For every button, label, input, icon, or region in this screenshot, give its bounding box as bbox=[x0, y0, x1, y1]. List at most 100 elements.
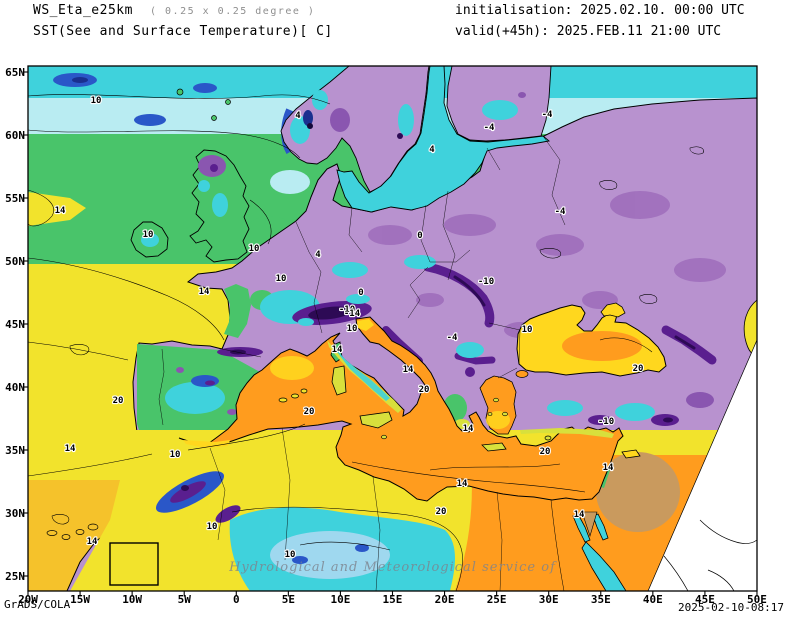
lon-label: 30E bbox=[539, 593, 559, 606]
contour-label: 14 bbox=[603, 463, 614, 473]
contour-label: 10 bbox=[170, 450, 181, 460]
british-isles bbox=[130, 88, 250, 263]
red-sea-region bbox=[550, 499, 627, 591]
contour-label: 10 bbox=[347, 324, 358, 334]
lat-label: 25N bbox=[5, 570, 25, 583]
contour-label: 14 bbox=[65, 444, 76, 454]
lat-label: 60N bbox=[5, 129, 25, 142]
valid-time: valid(+45h): 2025.FEB.11 21:00 UTC bbox=[455, 24, 722, 39]
lon-label: 0 bbox=[233, 593, 240, 606]
lon-label: 20W bbox=[18, 593, 38, 606]
lon-label: 35E bbox=[591, 593, 611, 606]
watermark: Hydrological and Meteorological service … bbox=[229, 560, 556, 575]
cyprus bbox=[621, 449, 641, 459]
lon-label: 5W bbox=[178, 593, 192, 606]
contour-label: 10 bbox=[276, 274, 287, 284]
lon-label: 15E bbox=[383, 593, 403, 606]
lat-label: 45N bbox=[5, 318, 25, 331]
malta bbox=[381, 434, 387, 440]
contour-label: 0 bbox=[417, 231, 422, 241]
sinai bbox=[581, 511, 598, 538]
rhodes bbox=[544, 435, 552, 441]
sardinia bbox=[331, 365, 347, 396]
baltic-sea bbox=[336, 66, 551, 213]
lon-label: 50E bbox=[747, 593, 767, 606]
contour-label: 10 bbox=[249, 244, 260, 254]
contour-label: 4 bbox=[315, 250, 321, 260]
sicily bbox=[359, 411, 393, 429]
contour-label: 20 bbox=[540, 447, 551, 457]
axis-and-contour-labels: 65N 60N 55N 50N 45N 40N 35N 30N 25N 20W 15W 10W 5W 0 5… bbox=[5, 66, 767, 606]
lon-label: 40E bbox=[643, 593, 663, 606]
contour-label: 20 bbox=[436, 507, 447, 517]
lon-label: 15W bbox=[70, 593, 90, 606]
lat-label: 65N bbox=[5, 66, 25, 79]
lat-label: 50N bbox=[5, 255, 25, 268]
grid-resolution: ( 0.25 x 0.25 degree ) bbox=[150, 6, 316, 17]
field-title: SST(See and Surface Temperature)[ C] bbox=[33, 24, 333, 39]
contour-label: 20 bbox=[633, 364, 644, 374]
contour-label: -4 bbox=[555, 207, 566, 217]
contour-label: -14 bbox=[344, 309, 361, 319]
isotherm-contours bbox=[28, 94, 704, 591]
contour-label: -4 bbox=[447, 333, 458, 343]
contour-label: 14 bbox=[87, 537, 98, 547]
contour-label: -10 bbox=[598, 417, 614, 427]
lon-label: 5E bbox=[282, 593, 295, 606]
alps bbox=[292, 294, 372, 326]
caucasus bbox=[661, 325, 717, 365]
contour-label: 4 bbox=[295, 111, 301, 121]
scandinavia bbox=[280, 66, 552, 193]
contour-label: 10 bbox=[522, 325, 533, 335]
contour-label: 20 bbox=[419, 385, 430, 395]
black-sea bbox=[516, 302, 667, 377]
contour-label: 4 bbox=[429, 145, 435, 155]
contour-label: 14 bbox=[463, 424, 474, 434]
inset-rectangle bbox=[109, 542, 159, 586]
contour-label: 14 bbox=[199, 287, 210, 297]
lon-label: 25E bbox=[487, 593, 507, 606]
contour-label: 14 bbox=[55, 206, 66, 216]
contour-label: 10 bbox=[143, 230, 154, 240]
contour-label: 14 bbox=[403, 365, 414, 375]
contour-label: 20 bbox=[304, 407, 315, 417]
contour-label: 14 bbox=[457, 479, 468, 489]
red-sea bbox=[581, 541, 627, 591]
sea-of-azov bbox=[600, 302, 626, 318]
lon-label: 20E bbox=[435, 593, 455, 606]
out-of-domain-mask bbox=[647, 339, 757, 591]
contour-label: 14 bbox=[574, 510, 585, 520]
contour-label: -10 bbox=[339, 305, 355, 315]
lat-label: 40N bbox=[5, 381, 25, 394]
model-title: WS_Eta_e25km bbox=[33, 3, 133, 18]
lon-label: 10E bbox=[330, 593, 350, 606]
italy-peninsula bbox=[327, 340, 614, 438]
country-borders bbox=[158, 135, 566, 591]
balearics bbox=[278, 397, 288, 403]
lon-label: 10W bbox=[122, 593, 142, 606]
anatolia bbox=[547, 392, 714, 426]
initialisation-time: initialisation: 2025.02.10. 00:00 UTC bbox=[455, 3, 745, 18]
lon-label: 45E bbox=[695, 593, 715, 606]
contour-label: 14 bbox=[332, 345, 343, 355]
lat-label: 55N bbox=[5, 192, 25, 205]
lat-label: 35N bbox=[5, 444, 25, 457]
contour-label: -4 bbox=[484, 123, 495, 133]
aegean-sea bbox=[479, 370, 529, 435]
contour-label: 20 bbox=[113, 396, 124, 406]
canary-islands bbox=[46, 523, 99, 540]
render-timestamp: 2025-02-10-08:17 bbox=[678, 601, 784, 614]
grads-credit: GrADS/COLA bbox=[4, 598, 71, 611]
contour-label: 10 bbox=[207, 522, 218, 532]
gulf-of-suez bbox=[572, 513, 591, 543]
contour-label: 0 bbox=[358, 288, 363, 298]
nile-river bbox=[550, 499, 565, 591]
lat-label: 30N bbox=[5, 507, 25, 520]
contour-label: 10 bbox=[91, 96, 102, 106]
contour-label: -4 bbox=[542, 110, 553, 120]
carpathians bbox=[423, 262, 495, 328]
crete bbox=[481, 442, 507, 452]
contour-label: 10 bbox=[285, 550, 296, 560]
